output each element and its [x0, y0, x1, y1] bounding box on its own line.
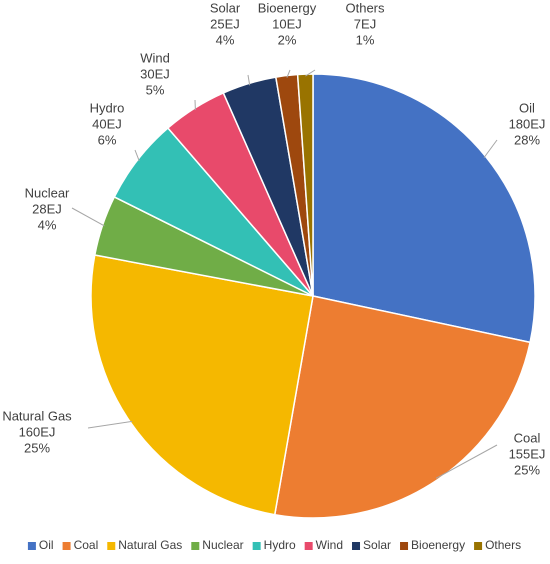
data-label-line: 25% — [514, 462, 540, 477]
data-label-line: Oil — [519, 100, 535, 115]
leader-line — [88, 421, 132, 428]
data-label-line: 40EJ — [92, 116, 122, 131]
data-label-line: 25% — [24, 440, 50, 455]
pie-slice — [313, 74, 535, 342]
data-label-line: 5% — [146, 82, 165, 97]
legend-swatch — [400, 542, 408, 550]
data-label-line: 160EJ — [19, 424, 56, 439]
legend-label: Wind — [316, 538, 343, 552]
leader-line — [72, 208, 104, 226]
data-label-line: 7EJ — [354, 16, 376, 31]
legend-swatch — [474, 542, 482, 550]
legend-label: Oil — [39, 538, 54, 552]
legend-swatch — [107, 542, 115, 550]
data-label-line: 28EJ — [32, 201, 62, 216]
legend-label: Solar — [363, 538, 391, 552]
data-label-line: 6% — [98, 132, 117, 147]
legend-label: Hydro — [264, 538, 296, 552]
pie-slice — [91, 255, 313, 515]
legend-label: Bioenergy — [411, 538, 465, 552]
legend-swatch — [305, 542, 313, 550]
data-label-line: Natural Gas — [2, 408, 72, 423]
data-label-line: 25EJ — [210, 16, 240, 31]
leader-line — [484, 140, 497, 158]
legend-swatch — [191, 542, 199, 550]
data-label-line: 4% — [216, 32, 235, 47]
data-label-line: Others — [345, 0, 385, 15]
data-label-line: Bioenergy — [258, 0, 317, 15]
legend-label: Natural Gas — [118, 538, 182, 552]
legend-label: Coal — [74, 538, 99, 552]
data-label-line: 30EJ — [140, 66, 170, 81]
data-label-line: Hydro — [90, 100, 125, 115]
data-label-line: Solar — [210, 0, 241, 15]
data-label-line: Nuclear — [25, 185, 70, 200]
data-label-line: 10EJ — [272, 16, 302, 31]
data-label-line: 155EJ — [509, 446, 546, 461]
legend-label: Nuclear — [202, 538, 243, 552]
legend: Oil Coal Natural Gas Nuclear Hydro Wind Solar B… — [28, 538, 521, 552]
legend-swatch — [253, 542, 261, 550]
data-label-line: Coal — [514, 430, 541, 445]
data-label-line: 2% — [278, 32, 297, 47]
legend-swatch — [63, 542, 71, 550]
legend-label: Others — [485, 538, 521, 552]
data-label-line: 4% — [38, 217, 57, 232]
data-label-line: 1% — [356, 32, 375, 47]
legend-swatch — [352, 542, 360, 550]
legend-swatch — [28, 542, 36, 550]
data-label-line: 180EJ — [509, 116, 546, 131]
data-label-line: 28% — [514, 132, 540, 147]
data-label-line: Wind — [140, 50, 170, 65]
